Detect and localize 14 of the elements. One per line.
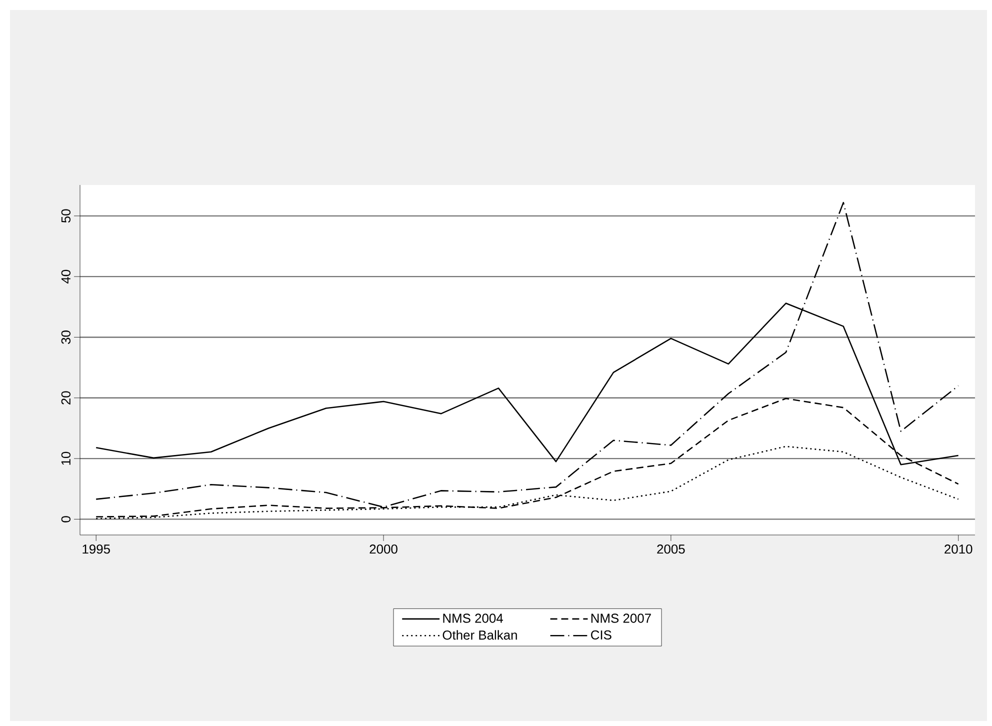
x-tick-label: 2010 (944, 544, 972, 554)
x-tick-label: 1995 (82, 544, 110, 554)
y-tick-label: 20 (61, 391, 70, 404)
x-tick-label: 2000 (370, 544, 398, 554)
y-tick-label: 40 (61, 270, 70, 284)
legend-label: CIS (591, 630, 612, 640)
y-tick-label: 10 (61, 452, 70, 465)
y-tick-label: 0 (61, 516, 70, 522)
legend-label: NMS 2007 (591, 614, 651, 623)
legend-label: Other Balkan (442, 630, 517, 640)
y-tick-label: 50 (61, 209, 70, 223)
x-tick-label: 2005 (657, 544, 685, 554)
y-tick-label: 30 (61, 330, 70, 344)
legend-label: NMS 2004 (443, 614, 503, 623)
